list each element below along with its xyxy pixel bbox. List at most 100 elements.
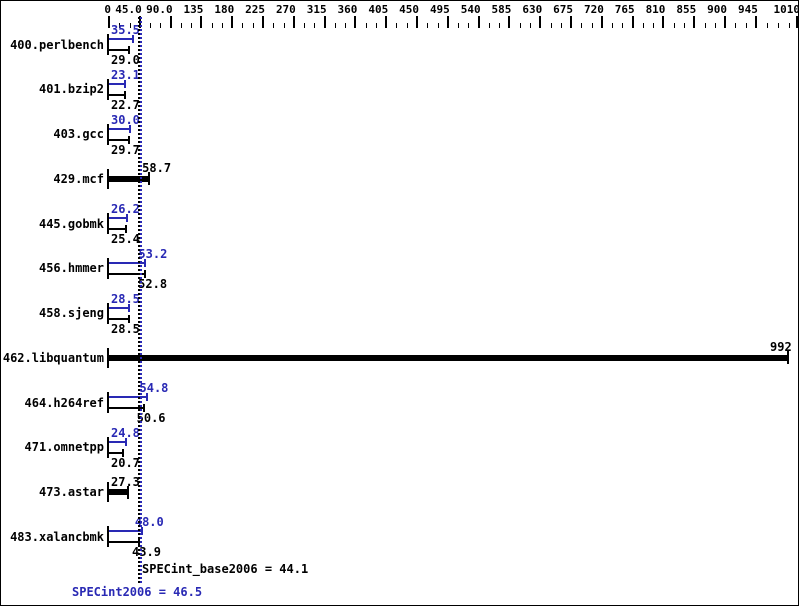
benchmark-label: 400.perlbench bbox=[10, 37, 104, 52]
axis-tick-label: 540 bbox=[460, 3, 481, 16]
base-bar-cap bbox=[122, 448, 125, 457]
benchmark-label: 462.libquantum bbox=[2, 350, 104, 365]
peak-bar bbox=[109, 82, 125, 85]
base-bar-cap bbox=[127, 314, 130, 323]
axis-tick-label: 0 bbox=[104, 3, 111, 16]
axis-minor-tick bbox=[581, 23, 583, 28]
axis-tick-label: 90.0 bbox=[146, 3, 173, 16]
base-bar bbox=[109, 272, 146, 275]
axis-minor-tick bbox=[560, 23, 562, 28]
peak-bar bbox=[109, 530, 142, 533]
row-spine bbox=[107, 168, 109, 189]
axis-minor-tick bbox=[704, 23, 706, 28]
axis-minor-tick bbox=[427, 23, 429, 28]
base-bar bbox=[109, 228, 127, 230]
axis-tick-label: 135 bbox=[183, 3, 204, 16]
base-bar bbox=[109, 317, 129, 320]
axis-minor-tick bbox=[375, 23, 377, 28]
peak-bar bbox=[109, 440, 126, 443]
axis-minor-tick bbox=[242, 23, 244, 28]
axis-minor-tick bbox=[437, 23, 439, 28]
axis-tick bbox=[354, 16, 357, 28]
base-value: 58.7 bbox=[142, 161, 172, 176]
peak-value: 54.8 bbox=[139, 381, 169, 395]
axis-tick-label: 1010 bbox=[773, 3, 799, 16]
row-spine bbox=[107, 34, 109, 55]
peak-value: 23.1 bbox=[111, 67, 140, 82]
axis-minor-tick bbox=[406, 23, 408, 28]
axis-minor-tick bbox=[735, 23, 737, 28]
axis-tick bbox=[385, 16, 388, 28]
benchmark-label: 471.omnetpp bbox=[24, 440, 104, 455]
axis-minor-tick bbox=[778, 23, 780, 28]
row-spine bbox=[107, 213, 109, 234]
base-bar bbox=[109, 407, 144, 409]
axis-minor-tick bbox=[160, 23, 162, 28]
axis-tick-label: 405 bbox=[368, 3, 389, 16]
axis-minor-tick bbox=[714, 23, 716, 28]
axis-minor-tick bbox=[683, 23, 685, 28]
reference-line-peak bbox=[139, 17, 142, 583]
axis-tick-label: 585 bbox=[491, 3, 512, 16]
axis-minor-tick bbox=[766, 23, 768, 28]
benchmark-label: 445.gobmk bbox=[38, 216, 104, 231]
peak-bar bbox=[109, 396, 147, 398]
axis-tick bbox=[231, 16, 234, 28]
base-value: 52.8 bbox=[138, 276, 168, 291]
base-bar bbox=[109, 541, 140, 544]
axis-tick-label: 180 bbox=[214, 3, 235, 16]
peak-bar-cap bbox=[144, 258, 147, 267]
axis-tick bbox=[169, 16, 172, 28]
axis-tick bbox=[662, 16, 665, 28]
base-bar-cap bbox=[144, 269, 147, 278]
axis-tick-label: 675 bbox=[553, 3, 574, 16]
axis-minor-tick bbox=[129, 23, 131, 28]
base-value: 28.5 bbox=[111, 321, 140, 336]
peak-bar-cap bbox=[124, 437, 127, 446]
axis-tick-label: 720 bbox=[583, 3, 604, 16]
base-value: 25.4 bbox=[111, 232, 140, 246]
axis-minor-tick bbox=[468, 23, 470, 28]
axis-tick bbox=[754, 16, 757, 28]
axis-minor-tick bbox=[622, 23, 624, 28]
axis-tick bbox=[796, 16, 798, 28]
axis-tick-label: 945 bbox=[737, 3, 758, 16]
axis-tick-label: 765 bbox=[614, 3, 635, 16]
base-value: 29.0 bbox=[111, 53, 140, 67]
axis-tick-label: 270 bbox=[275, 3, 296, 16]
axis-tick bbox=[446, 16, 449, 28]
axis-minor-tick bbox=[365, 23, 367, 28]
benchmark-label: 403.gcc bbox=[53, 127, 104, 141]
axis-minor-tick bbox=[458, 23, 460, 28]
base-bar bbox=[109, 489, 128, 495]
base-bar-cap bbox=[148, 172, 151, 186]
peak-value: 35.5 bbox=[111, 23, 140, 37]
base-bar-cap bbox=[142, 404, 145, 412]
axis-minor-tick bbox=[283, 23, 285, 28]
axis-tick bbox=[724, 16, 727, 28]
base-bar-cap bbox=[787, 351, 790, 365]
axis-minor-tick bbox=[673, 23, 675, 28]
benchmark-label: 483.xalancbmk bbox=[10, 529, 104, 544]
base-value: 50.6 bbox=[136, 411, 166, 425]
axis-minor-tick bbox=[745, 23, 747, 28]
axis-tick bbox=[539, 16, 542, 28]
axis-minor-tick bbox=[789, 23, 791, 28]
axis-tick bbox=[108, 16, 110, 28]
axis-tick bbox=[262, 16, 264, 28]
peak-bar bbox=[109, 127, 130, 130]
peak-value: 30.0 bbox=[111, 112, 140, 127]
base-value: 43.9 bbox=[132, 545, 161, 560]
row-spine bbox=[107, 347, 109, 368]
base-bar-cap bbox=[125, 225, 128, 233]
peak-bar-cap bbox=[132, 35, 135, 43]
row-spine bbox=[107, 526, 109, 548]
axis-minor-tick bbox=[191, 23, 193, 28]
row-spine bbox=[107, 392, 109, 413]
axis-minor-tick bbox=[642, 23, 644, 28]
axis-minor-tick bbox=[304, 23, 306, 28]
benchmark-label: 456.hmmer bbox=[38, 261, 104, 276]
axis-tick bbox=[416, 16, 419, 28]
axis-tick-label: 630 bbox=[522, 3, 543, 16]
reference-line-base bbox=[138, 17, 141, 583]
